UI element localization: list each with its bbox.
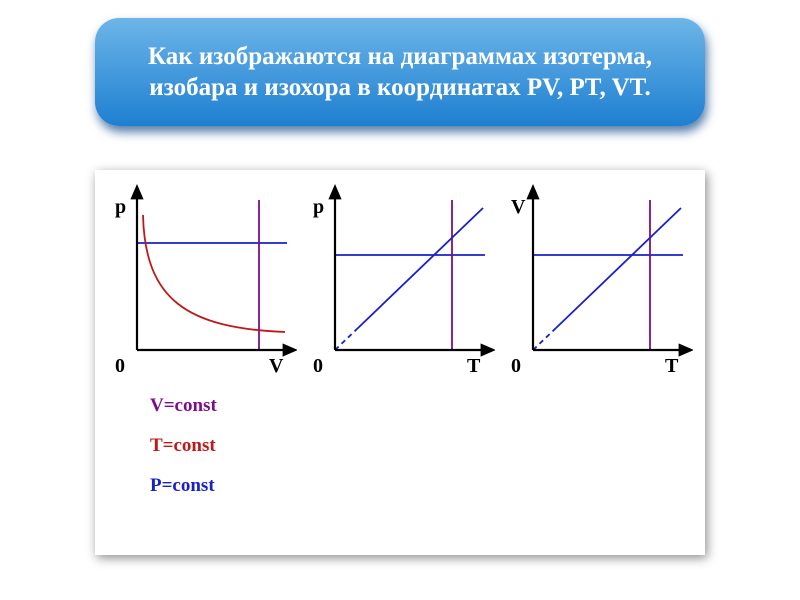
diag-solid bbox=[556, 208, 681, 328]
x-axis-label: T bbox=[467, 355, 481, 377]
chart-2: V T 0 bbox=[503, 180, 693, 380]
chart-panel: p V 0 p T 0 V T 0 V=const T=const P=const bbox=[95, 170, 705, 555]
legend-item-1: T=const bbox=[150, 435, 705, 457]
diag-dashed bbox=[533, 328, 556, 350]
chart-svg-1: p T 0 bbox=[305, 180, 495, 380]
charts-row: p V 0 p T 0 V T 0 bbox=[95, 170, 705, 380]
diag-solid bbox=[358, 208, 483, 328]
legend-item-2: P=const bbox=[150, 475, 705, 497]
origin-label: 0 bbox=[313, 355, 323, 377]
y-axis-label: V bbox=[511, 196, 526, 218]
x-axis-label: T bbox=[665, 355, 679, 377]
y-axis-label: p bbox=[115, 196, 126, 218]
chart-1: p T 0 bbox=[305, 180, 495, 380]
title-text: Как изображаются на диаграммах изотерма,… bbox=[125, 41, 675, 104]
origin-label: 0 bbox=[511, 355, 521, 377]
chart-0: p V 0 bbox=[107, 180, 297, 380]
chart-svg-0: p V 0 bbox=[107, 180, 297, 380]
y-axis-label: p bbox=[313, 196, 324, 218]
isotherm-curve bbox=[143, 215, 285, 332]
legend-item-0: V=const bbox=[150, 395, 705, 417]
legend: V=const T=const P=const bbox=[95, 380, 705, 497]
origin-label: 0 bbox=[115, 355, 125, 377]
x-axis-label: V bbox=[269, 355, 284, 377]
chart-svg-2: V T 0 bbox=[503, 180, 693, 380]
title-banner: Как изображаются на диаграммах изотерма,… bbox=[95, 18, 705, 126]
diag-dashed bbox=[335, 328, 358, 350]
